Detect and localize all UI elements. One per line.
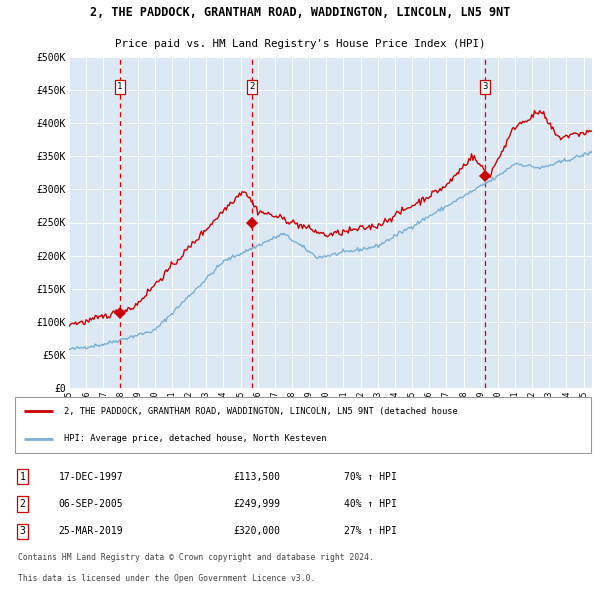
Text: HPI: Average price, detached house, North Kesteven: HPI: Average price, detached house, Nort… [64, 434, 327, 443]
Text: 2, THE PADDOCK, GRANTHAM ROAD, WADDINGTON, LINCOLN, LN5 9NT (detached house: 2, THE PADDOCK, GRANTHAM ROAD, WADDINGTO… [64, 407, 458, 416]
Text: 2: 2 [250, 82, 255, 91]
Text: Price paid vs. HM Land Registry's House Price Index (HPI): Price paid vs. HM Land Registry's House … [115, 40, 485, 50]
Text: £113,500: £113,500 [233, 471, 280, 481]
Text: 2: 2 [20, 499, 25, 509]
FancyBboxPatch shape [15, 398, 591, 453]
Text: This data is licensed under the Open Government Licence v3.0.: This data is licensed under the Open Gov… [18, 574, 315, 584]
Text: 3: 3 [482, 82, 487, 91]
Text: Contains HM Land Registry data © Crown copyright and database right 2024.: Contains HM Land Registry data © Crown c… [18, 553, 374, 562]
Text: 06-SEP-2005: 06-SEP-2005 [59, 499, 123, 509]
Text: 40% ↑ HPI: 40% ↑ HPI [344, 499, 397, 509]
Text: 27% ↑ HPI: 27% ↑ HPI [344, 526, 397, 536]
Text: 17-DEC-1997: 17-DEC-1997 [59, 471, 123, 481]
Text: 1: 1 [20, 471, 25, 481]
Text: 25-MAR-2019: 25-MAR-2019 [59, 526, 123, 536]
Text: 1: 1 [117, 82, 122, 91]
Text: £320,000: £320,000 [233, 526, 280, 536]
Text: £249,999: £249,999 [233, 499, 280, 509]
Text: 2, THE PADDOCK, GRANTHAM ROAD, WADDINGTON, LINCOLN, LN5 9NT: 2, THE PADDOCK, GRANTHAM ROAD, WADDINGTO… [90, 6, 510, 19]
Text: 3: 3 [20, 526, 25, 536]
Text: 70% ↑ HPI: 70% ↑ HPI [344, 471, 397, 481]
